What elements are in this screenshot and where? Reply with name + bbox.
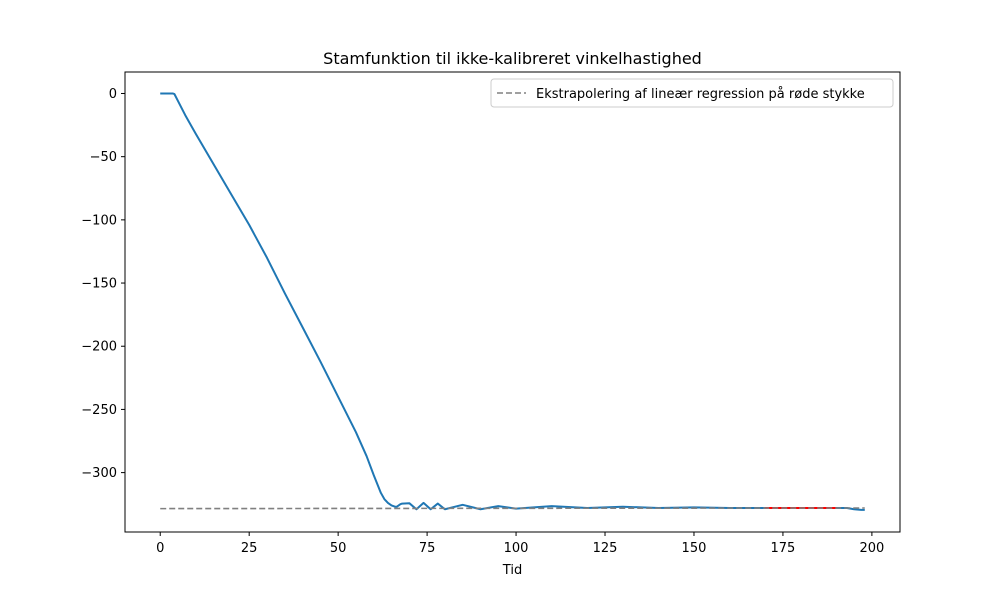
x-axis: 0 25 50 75 100 125 150 175 200	[156, 532, 884, 556]
x-tick-label: 25	[241, 541, 258, 556]
legend: Ekstrapolering af lineær regression på r…	[490, 78, 894, 108]
y-tick-label: −50	[90, 150, 117, 165]
y-tick-label: −100	[81, 213, 117, 228]
legend-label: Ekstrapolering af lineær regression på r…	[536, 87, 865, 102]
x-tick-label: 0	[156, 541, 164, 556]
y-tick-label: −150	[81, 277, 117, 292]
x-tick-label: 50	[330, 541, 347, 556]
chart-title: Stamfunktion til ikke-kalibreret vinkelh…	[323, 49, 702, 68]
y-tick-label: −200	[81, 340, 117, 355]
plot-frame	[124, 71, 901, 533]
x-tick-label: 75	[419, 541, 436, 556]
legend-box	[490, 78, 894, 108]
y-axis: 0 −50 −100 −150 −200 −250 −300	[81, 87, 125, 481]
y-tick-label: −300	[81, 466, 117, 481]
series-line-2	[160, 507, 865, 510]
plot-marks	[160, 92, 865, 511]
x-tick-label: 100	[504, 541, 529, 556]
y-tick-label: −250	[81, 403, 117, 418]
x-tick-label: 150	[682, 541, 707, 556]
x-tick-label: 125	[593, 541, 618, 556]
x-tick-label: 200	[859, 541, 884, 556]
x-tick-label: 175	[771, 541, 796, 556]
x-axis-label: Tid	[502, 563, 522, 578]
y-tick-label: 0	[109, 87, 117, 102]
